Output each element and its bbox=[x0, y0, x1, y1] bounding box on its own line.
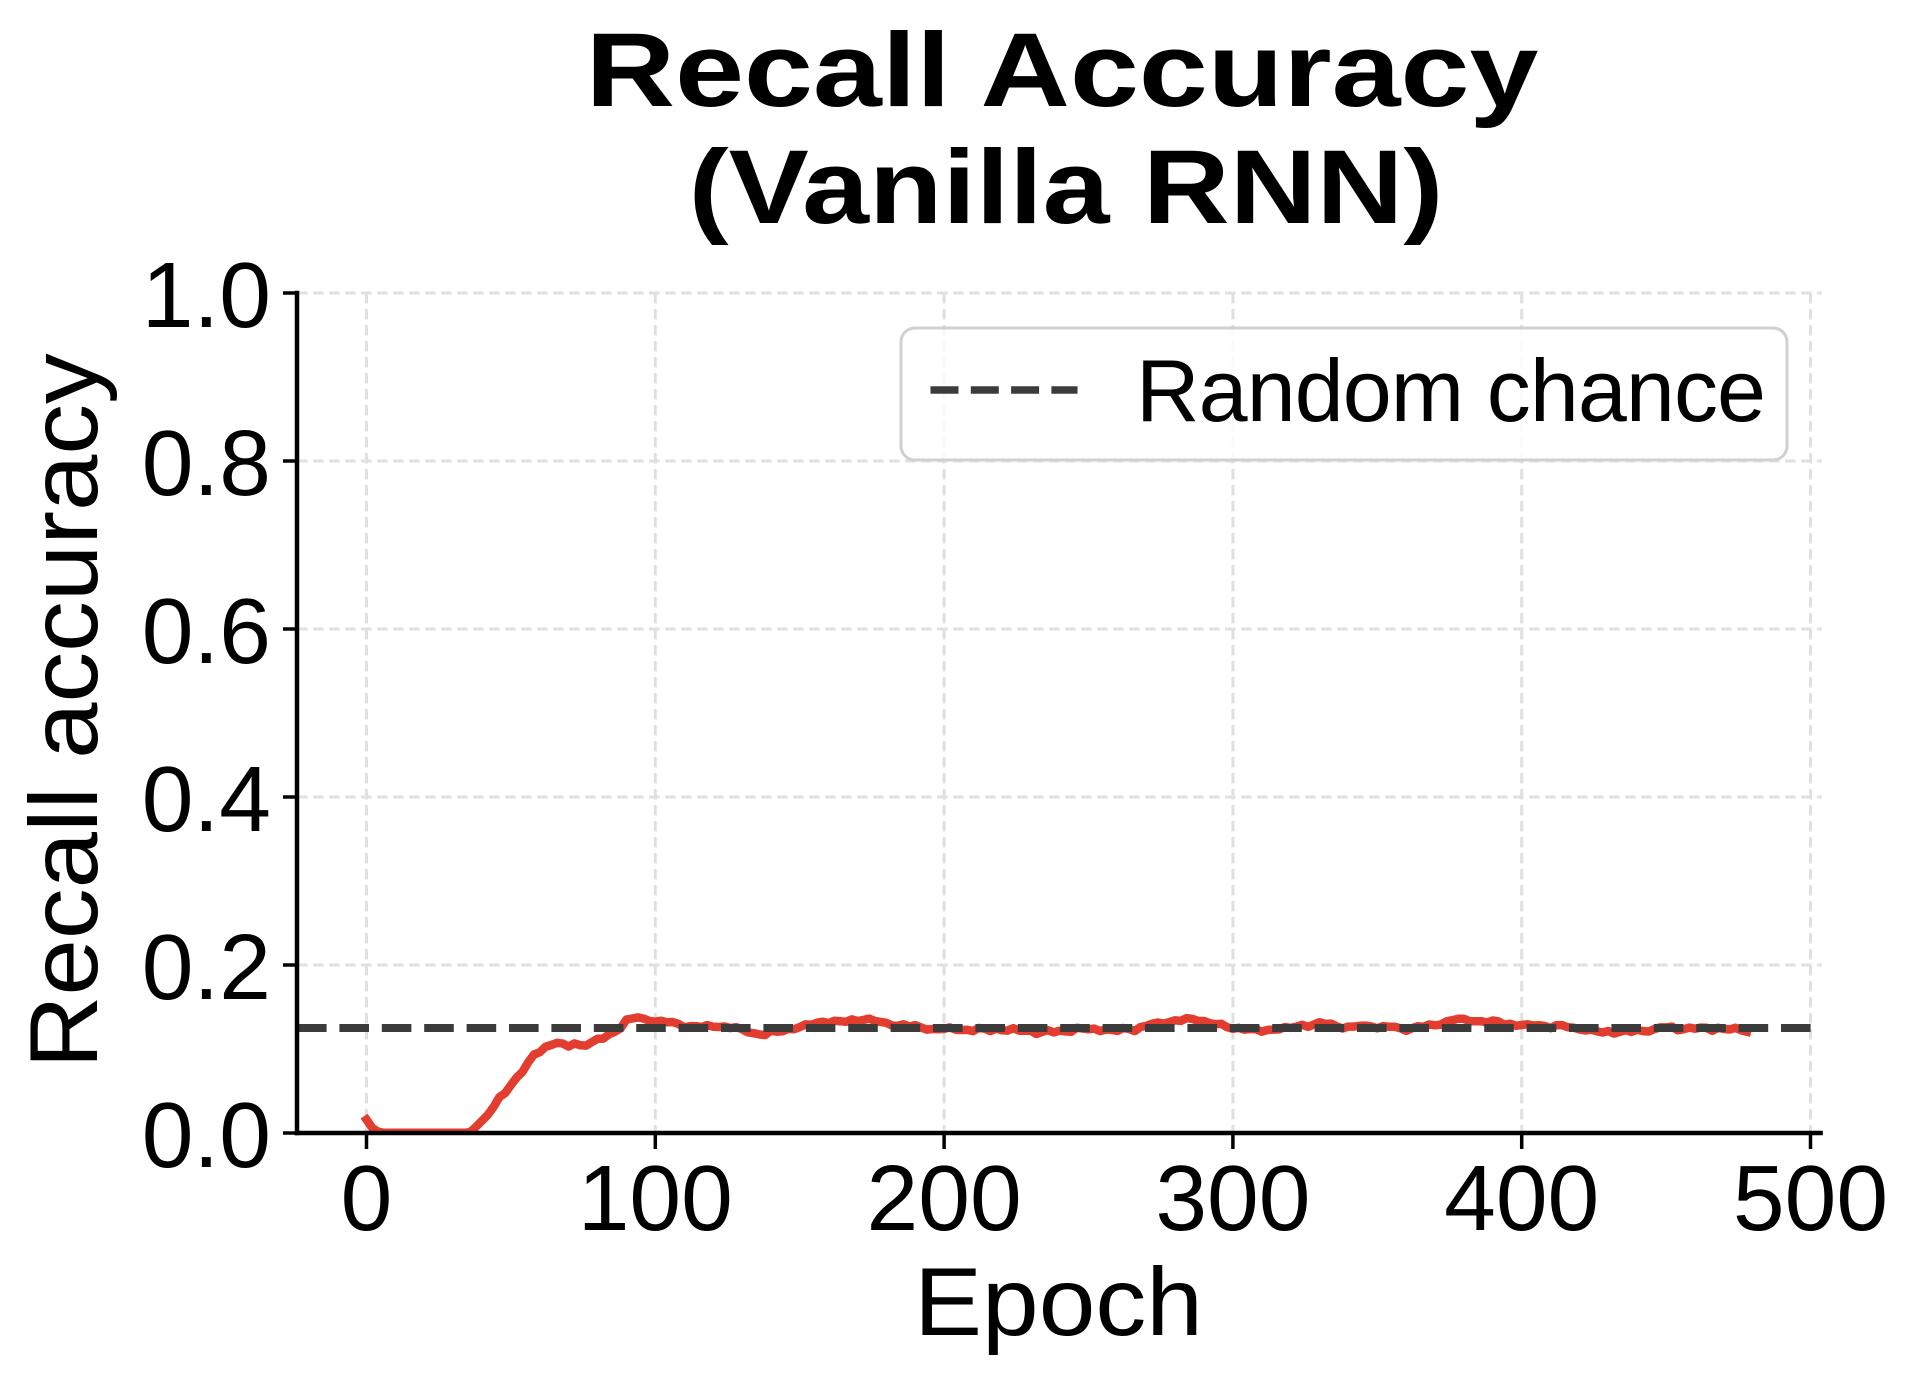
svg-text:200: 200 bbox=[867, 1146, 1022, 1250]
svg-text:0.8: 0.8 bbox=[142, 411, 271, 515]
svg-text:100: 100 bbox=[578, 1146, 733, 1250]
svg-text:500: 500 bbox=[1733, 1146, 1888, 1250]
svg-text:1.0: 1.0 bbox=[142, 243, 271, 347]
svg-text:0.4: 0.4 bbox=[142, 747, 271, 851]
svg-text:400: 400 bbox=[1444, 1146, 1599, 1250]
svg-text:0.6: 0.6 bbox=[142, 579, 271, 683]
svg-text:300: 300 bbox=[1155, 1146, 1310, 1250]
svg-text:0.2: 0.2 bbox=[142, 915, 271, 1019]
svg-text:(Vanilla RNN): (Vanilla RNN) bbox=[689, 128, 1444, 245]
svg-text:0: 0 bbox=[341, 1146, 393, 1250]
svg-text:0.0: 0.0 bbox=[142, 1083, 271, 1187]
svg-text:Recall accuracy: Recall accuracy bbox=[10, 353, 119, 1069]
svg-text:Random chance: Random chance bbox=[1136, 341, 1766, 440]
svg-text:Recall Accuracy: Recall Accuracy bbox=[586, 12, 1539, 129]
svg-text:Epoch: Epoch bbox=[914, 1248, 1203, 1356]
